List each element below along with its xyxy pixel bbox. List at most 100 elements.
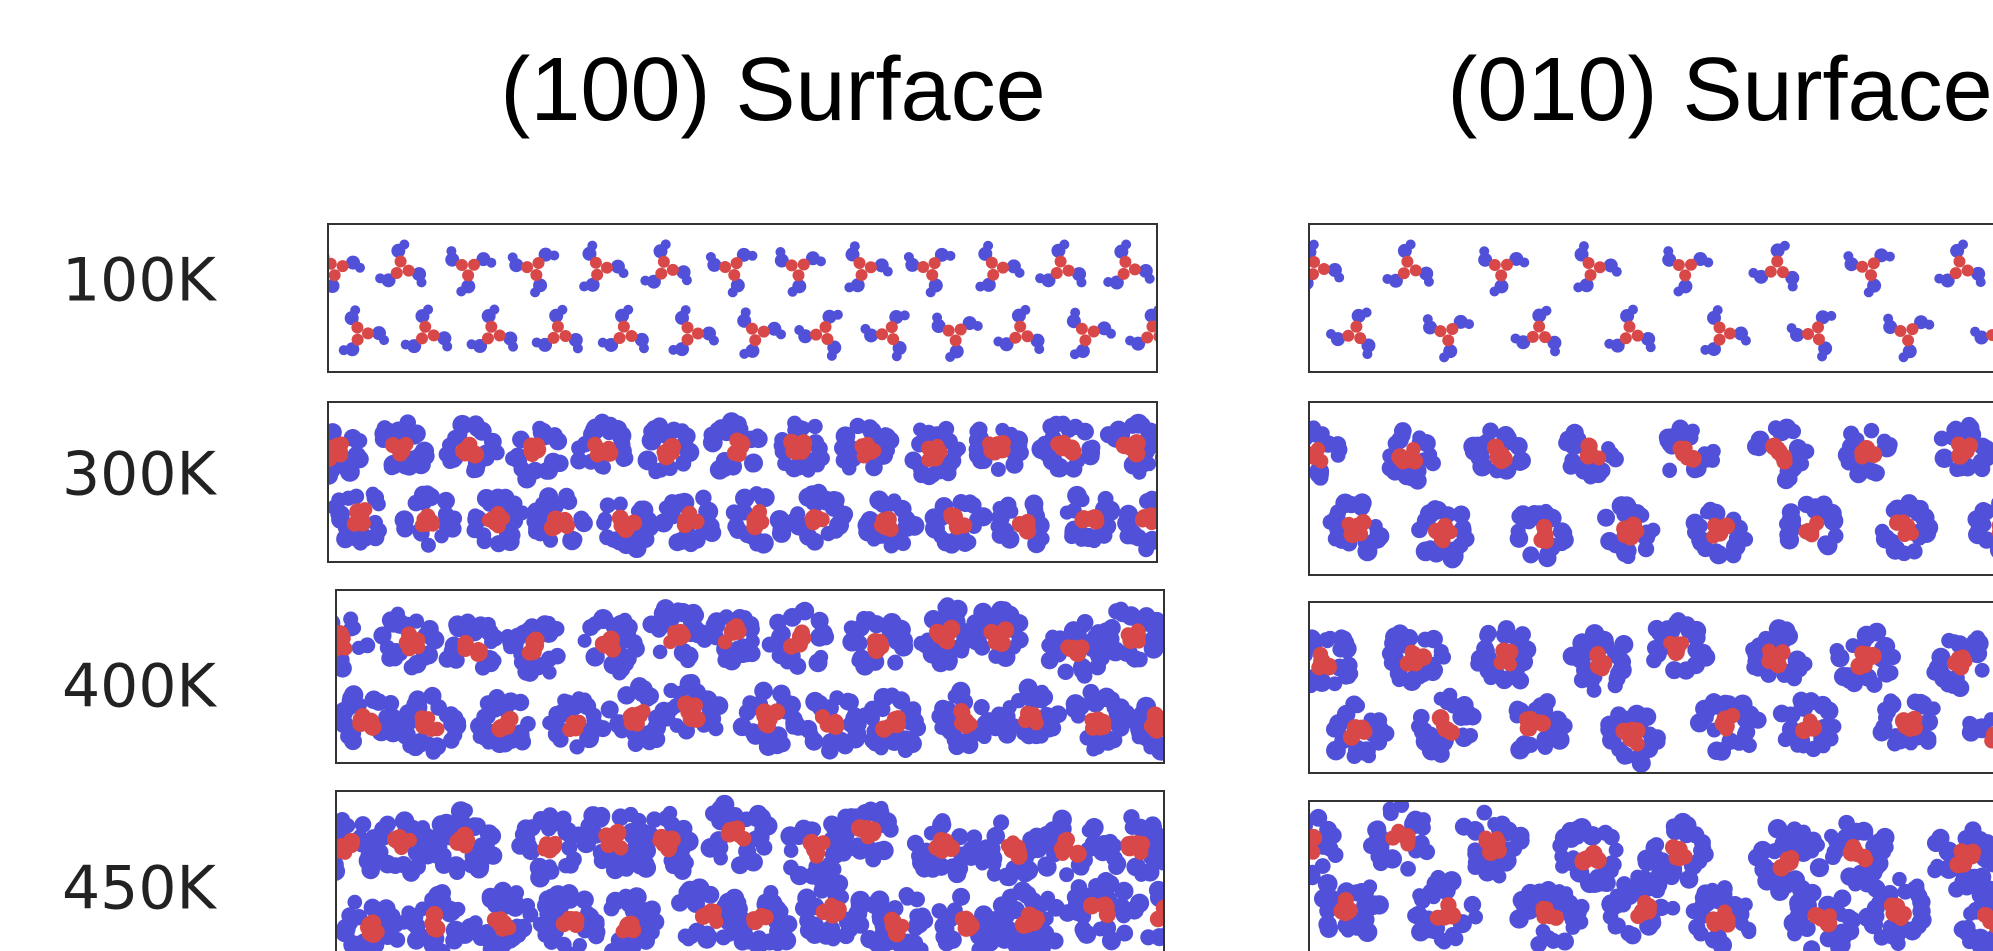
- atom: [1179, 906, 1194, 921]
- atom: [1228, 519, 1247, 538]
- atom: [1165, 427, 1181, 443]
- atom: [1097, 688, 1117, 708]
- atom: [727, 905, 744, 922]
- atom: [1954, 256, 1966, 268]
- atom: [1411, 719, 1425, 733]
- molecule-cluster: [1201, 686, 1268, 761]
- atom: [1594, 261, 1606, 273]
- atom: [728, 269, 740, 281]
- atom: [1048, 416, 1065, 433]
- atom: [1106, 329, 1116, 339]
- atom: [1185, 614, 1202, 631]
- atom: [856, 269, 868, 281]
- atom: [1574, 634, 1592, 652]
- atom: [1141, 331, 1153, 343]
- atom: [468, 259, 480, 271]
- atom: [1201, 312, 1215, 326]
- atom: [307, 638, 323, 654]
- atom: [1771, 255, 1783, 267]
- atom: [1114, 605, 1131, 622]
- atom: [1144, 630, 1164, 650]
- molecule-cluster: [1295, 629, 1358, 693]
- atom: [755, 816, 773, 834]
- atom: [1199, 653, 1213, 667]
- atom: [1408, 656, 1423, 671]
- atom: [499, 697, 515, 713]
- atom: [1170, 735, 1187, 752]
- atom: [1179, 904, 1194, 919]
- atom: [1209, 811, 1227, 829]
- atom: [1962, 265, 1974, 277]
- atom: [950, 334, 962, 346]
- atom: [1442, 871, 1462, 891]
- molecule-cluster: [1188, 484, 1252, 551]
- atom: [1182, 259, 1194, 271]
- atom: [661, 239, 671, 249]
- atom: [1326, 741, 1346, 761]
- atom: [1128, 434, 1145, 451]
- atom: [1395, 453, 1412, 470]
- atom: [1439, 352, 1449, 362]
- atom: [1150, 714, 1166, 730]
- atom: [1164, 462, 1178, 476]
- atom: [423, 305, 433, 315]
- atom: [1177, 426, 1193, 442]
- atom: [1436, 909, 1453, 926]
- atom: [940, 703, 955, 718]
- atom: [741, 307, 751, 317]
- atom: [1820, 930, 1837, 947]
- atom: [431, 839, 447, 855]
- atom: [1211, 729, 1229, 747]
- atom: [892, 351, 902, 361]
- atom: [1224, 940, 1241, 951]
- atom: [1414, 891, 1431, 908]
- atom: [1160, 926, 1174, 940]
- atom: [320, 467, 338, 485]
- atom: [1164, 889, 1180, 905]
- atom: [1223, 487, 1242, 506]
- atom: [1780, 241, 1790, 251]
- atom: [1854, 444, 1871, 461]
- atom: [1064, 443, 1082, 461]
- atom: [330, 507, 344, 521]
- atom: [1812, 321, 1824, 333]
- atom: [1232, 733, 1252, 753]
- atom: [793, 269, 805, 281]
- atom: [1012, 631, 1029, 648]
- atom: [1198, 533, 1215, 550]
- atom: [1085, 440, 1101, 456]
- atom: [1166, 727, 1185, 746]
- atom: [1177, 608, 1195, 626]
- atom: [973, 321, 983, 331]
- atom: [1067, 486, 1087, 506]
- atom: [1917, 524, 1936, 543]
- atom: [396, 915, 411, 930]
- atom: [1811, 500, 1830, 519]
- atom: [963, 717, 978, 732]
- atom: [728, 287, 738, 297]
- atom: [888, 635, 903, 650]
- atom: [1228, 742, 1247, 761]
- atom: [1583, 257, 1595, 269]
- atom: [726, 504, 742, 520]
- atom: [1924, 320, 1934, 330]
- atom: [1176, 613, 1195, 632]
- atom: [997, 262, 1009, 274]
- atom: [677, 695, 694, 712]
- atom: [399, 635, 415, 651]
- atom: [1434, 932, 1449, 947]
- atom: [1780, 855, 1797, 872]
- atom: [450, 619, 468, 637]
- atom: [1362, 349, 1372, 359]
- row-label: 300K: [62, 440, 218, 510]
- atom: [1464, 319, 1474, 329]
- figure: (100) Surface (010) Surface 100K 300K 40…: [0, 0, 1993, 951]
- atom: [557, 305, 567, 315]
- atom: [1514, 626, 1531, 643]
- atom: [1194, 427, 1212, 445]
- atom: [864, 821, 881, 838]
- atom: [1509, 437, 1527, 455]
- atom: [1199, 490, 1215, 506]
- atom: [1926, 701, 1940, 715]
- atom: [401, 424, 415, 438]
